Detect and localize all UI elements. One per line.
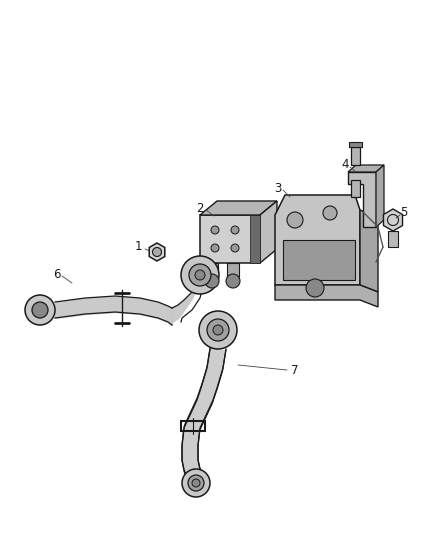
Polygon shape xyxy=(206,263,218,277)
Circle shape xyxy=(192,479,200,487)
Circle shape xyxy=(231,244,239,252)
Circle shape xyxy=(181,256,219,294)
Text: 1: 1 xyxy=(134,240,142,254)
Text: 6: 6 xyxy=(53,268,61,280)
Polygon shape xyxy=(182,348,226,482)
Circle shape xyxy=(182,469,210,497)
Polygon shape xyxy=(348,165,384,172)
Polygon shape xyxy=(200,215,260,263)
Circle shape xyxy=(195,270,205,280)
Circle shape xyxy=(189,264,211,286)
Polygon shape xyxy=(349,142,362,147)
Circle shape xyxy=(213,325,223,335)
Text: 4: 4 xyxy=(341,158,349,172)
Circle shape xyxy=(199,311,237,349)
Polygon shape xyxy=(351,147,360,165)
Polygon shape xyxy=(227,263,239,277)
Circle shape xyxy=(25,295,55,325)
Text: 3: 3 xyxy=(274,182,282,195)
Circle shape xyxy=(211,226,219,234)
Circle shape xyxy=(152,247,162,256)
Text: 2: 2 xyxy=(196,201,204,214)
Circle shape xyxy=(205,274,219,288)
Polygon shape xyxy=(275,285,378,307)
Polygon shape xyxy=(260,201,277,263)
Polygon shape xyxy=(348,172,376,227)
Polygon shape xyxy=(351,180,360,197)
Circle shape xyxy=(226,274,240,288)
Polygon shape xyxy=(149,243,165,261)
Polygon shape xyxy=(200,201,277,215)
Circle shape xyxy=(323,206,337,220)
Polygon shape xyxy=(388,231,398,247)
Circle shape xyxy=(32,302,48,318)
Circle shape xyxy=(306,279,324,297)
Polygon shape xyxy=(275,195,360,285)
Polygon shape xyxy=(384,209,403,231)
Polygon shape xyxy=(360,210,378,292)
Circle shape xyxy=(211,244,219,252)
Text: 7: 7 xyxy=(291,364,299,376)
Polygon shape xyxy=(376,165,384,227)
Polygon shape xyxy=(283,240,355,280)
Circle shape xyxy=(207,319,229,341)
Circle shape xyxy=(188,475,204,491)
Text: 5: 5 xyxy=(400,206,408,220)
Circle shape xyxy=(231,226,239,234)
Polygon shape xyxy=(250,215,260,263)
Circle shape xyxy=(287,212,303,228)
